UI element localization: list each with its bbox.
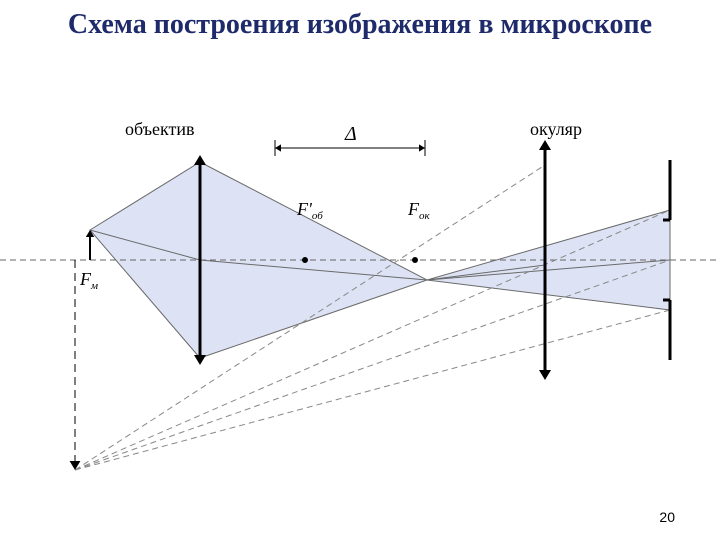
svg-text:объектив: объектив: [125, 119, 195, 139]
svg-text:окуляр: окуляр: [530, 119, 582, 139]
diagram-canvas: объектив окуляр Δ Fм F'об Fок: [0, 80, 720, 505]
svg-text:F'об: F'об: [296, 199, 323, 222]
page-number: 20: [659, 509, 675, 525]
svg-text:Fок: Fок: [407, 199, 431, 222]
svg-text:Fм: Fм: [79, 269, 98, 292]
diagram-title: Схема построения изображения в микроскоп…: [0, 0, 720, 42]
svg-text:Δ: Δ: [344, 123, 357, 145]
